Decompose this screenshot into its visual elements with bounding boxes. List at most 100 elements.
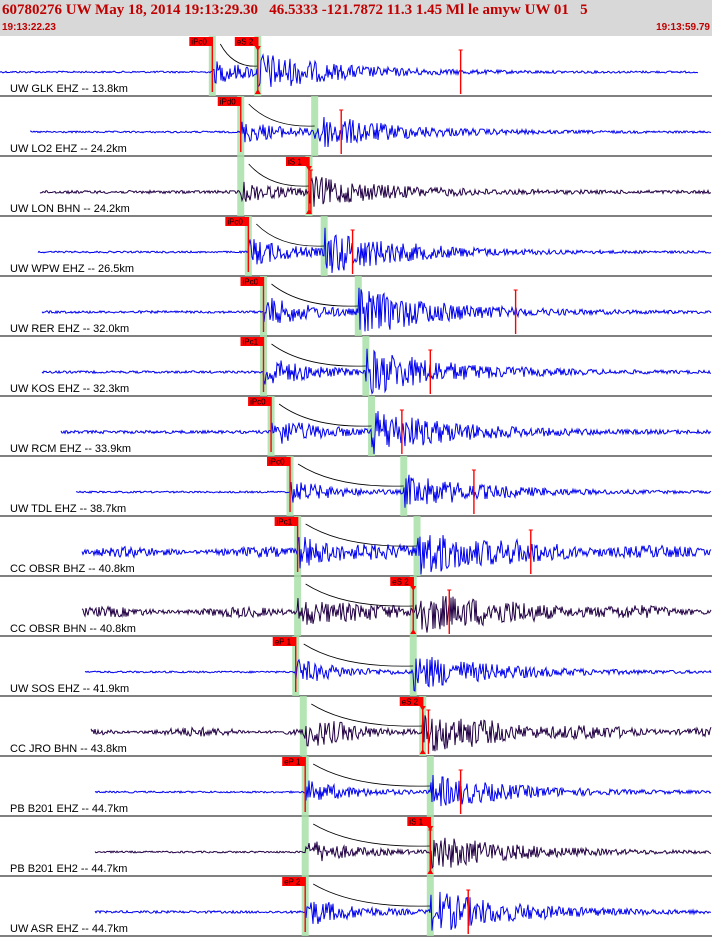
station-label: UW ASR EHZ -- 44.7km xyxy=(10,923,128,935)
trace-panel: iPc0 UW RER EHZ -- 32.0km xyxy=(0,276,712,337)
pick-flag xyxy=(240,337,264,346)
pick-triangle-top xyxy=(419,706,426,711)
pick-flag xyxy=(282,877,306,886)
p-pick-label: iPd0 xyxy=(220,98,237,107)
pick-flag xyxy=(189,37,213,46)
s-pick-label: eS 2 xyxy=(392,578,409,587)
theoretical-curve xyxy=(278,403,372,427)
trace-panel: iPc1 CC OBSR BHZ -- 40.8km xyxy=(0,516,712,577)
p-pick-label: eP 1 xyxy=(284,758,301,767)
p-pick-window xyxy=(299,696,307,756)
s-pick-label: eS 2 xyxy=(237,38,254,47)
end-time: 19:13:59.79 xyxy=(656,22,710,33)
station-label: PB B201 EH2 -- 44.7km xyxy=(10,863,127,875)
waveform xyxy=(30,116,712,148)
waveform xyxy=(41,287,712,332)
pick-triangle-bottom xyxy=(427,869,434,874)
waveform xyxy=(94,891,711,931)
theoretical-curve xyxy=(248,163,310,187)
waveform xyxy=(60,411,712,455)
pick-flag xyxy=(407,817,431,826)
p-pick-label: iPc0 xyxy=(227,218,243,227)
pick-flag xyxy=(234,37,258,46)
theoretical-curve xyxy=(312,883,431,907)
trace-panel: iS 1 UW LON BHN -- 24.2km xyxy=(0,156,712,217)
waveform xyxy=(90,711,712,752)
station-label: UW RER EHZ -- 32.0km xyxy=(10,323,129,335)
pick-triangle-bottom xyxy=(305,209,312,214)
theoretical-curve xyxy=(248,103,315,127)
start-time: 19:13:22.23 xyxy=(2,22,56,33)
pick-flag xyxy=(248,397,272,406)
waveform xyxy=(41,348,711,395)
seismogram-plot: iPc0 eS 2 UW GLK EHZ -- 13.8km iPd0 UW LO2 E… xyxy=(0,36,712,937)
waveform xyxy=(81,535,712,575)
pick-flag xyxy=(267,457,291,466)
pick-flag xyxy=(399,697,423,706)
p-pick-label: iPc0 xyxy=(191,38,207,47)
p-pick-label: eP 2 xyxy=(284,878,301,887)
station-label: UW WPW EHZ -- 26.5km xyxy=(10,263,134,275)
p-pick-label: iPc1 xyxy=(277,518,293,527)
station-label: UW KOS EHZ -- 32.3km xyxy=(10,383,129,395)
waveform xyxy=(84,656,712,692)
trace-panel: iPc0 UW WPW EHZ -- 26.5km xyxy=(0,216,712,277)
event-title: 60780276 UW May 18, 2014 19:13:29.30 46.… xyxy=(2,2,588,18)
trace-panel: eP 2 UW ASR EHZ -- 44.7km xyxy=(0,876,712,937)
pick-flag xyxy=(274,517,298,526)
s-pick-label: iS 1 xyxy=(288,158,302,167)
pick-triangle-bottom xyxy=(419,749,426,754)
trace-panel: eS 2 CC OBSR BHN -- 40.8km xyxy=(0,576,712,637)
pick-flag xyxy=(390,577,414,586)
p-pick-label: eP 1 xyxy=(275,638,292,647)
station-label: UW TDL EHZ -- 38.7km xyxy=(10,503,126,515)
trace-panel: eP 1 PB B201 EHZ -- 44.7km xyxy=(0,756,712,817)
theoretical-curve xyxy=(271,283,359,307)
p-pick-window xyxy=(301,816,309,876)
pick-triangle-top xyxy=(254,46,261,51)
theoretical-curve xyxy=(311,703,423,727)
pick-triangle-bottom xyxy=(410,629,417,634)
waveform xyxy=(94,837,712,870)
trace-panel: eP 1 UW SOS EHZ -- 41.9km xyxy=(0,636,712,697)
theoretical-curve xyxy=(271,343,366,367)
waveform xyxy=(0,53,699,88)
station-label: UW GLK EHZ -- 13.8km xyxy=(10,83,128,95)
station-label: CC OBSR BHN -- 40.8km xyxy=(10,623,136,635)
pick-flag xyxy=(282,757,306,766)
trace-panel: iPd0 UW LO2 EHZ -- 24.2km xyxy=(0,96,712,157)
waveform xyxy=(94,774,712,807)
theoretical-curve xyxy=(312,763,431,787)
theoretical-curve xyxy=(303,643,414,667)
p-pick-label: iPc1 xyxy=(242,338,258,347)
trace-panel: iPc0 UW RCM EHZ -- 33.9km xyxy=(0,396,712,457)
pick-flag xyxy=(272,637,296,646)
theoretical-curve xyxy=(256,223,325,247)
header-bar: 60780276 UW May 18, 2014 19:13:29.30 46.… xyxy=(0,0,712,36)
trace-panel: iS 1 PB B201 EH2 -- 44.7km xyxy=(0,816,712,877)
pick-flag xyxy=(285,157,309,166)
waveform xyxy=(39,176,711,207)
station-label: CC OBSR BHZ -- 40.8km xyxy=(10,563,135,575)
p-pick-window xyxy=(237,156,245,216)
station-label: UW LON BHN -- 24.2km xyxy=(10,203,130,215)
pick-flag xyxy=(225,217,249,226)
theoretical-curve xyxy=(297,463,404,487)
pick-flag xyxy=(217,97,241,106)
theoretical-curve xyxy=(219,43,258,67)
p-pick-label: iPc0 xyxy=(269,458,285,467)
pick-triangle-top xyxy=(410,586,417,591)
trace-panel: eS 2 CC JRO BHN -- 43.8km xyxy=(0,696,712,757)
station-label: UW SOS EHZ -- 41.9km xyxy=(10,683,129,695)
station-label: CC JRO BHN -- 43.8km xyxy=(10,743,127,755)
pick-triangle-top xyxy=(427,826,434,831)
pick-flag xyxy=(240,277,264,286)
theoretical-curve xyxy=(305,523,418,547)
pick-triangle-top xyxy=(305,166,312,171)
station-label: PB B201 EHZ -- 44.7km xyxy=(10,803,128,815)
p-pick-label: iPc0 xyxy=(242,278,258,287)
waveform xyxy=(81,596,712,633)
station-label: UW LO2 EHZ -- 24.2km xyxy=(10,143,127,155)
waveform xyxy=(75,474,712,508)
trace-panel: iPc1 UW KOS EHZ -- 32.3km xyxy=(0,336,712,397)
